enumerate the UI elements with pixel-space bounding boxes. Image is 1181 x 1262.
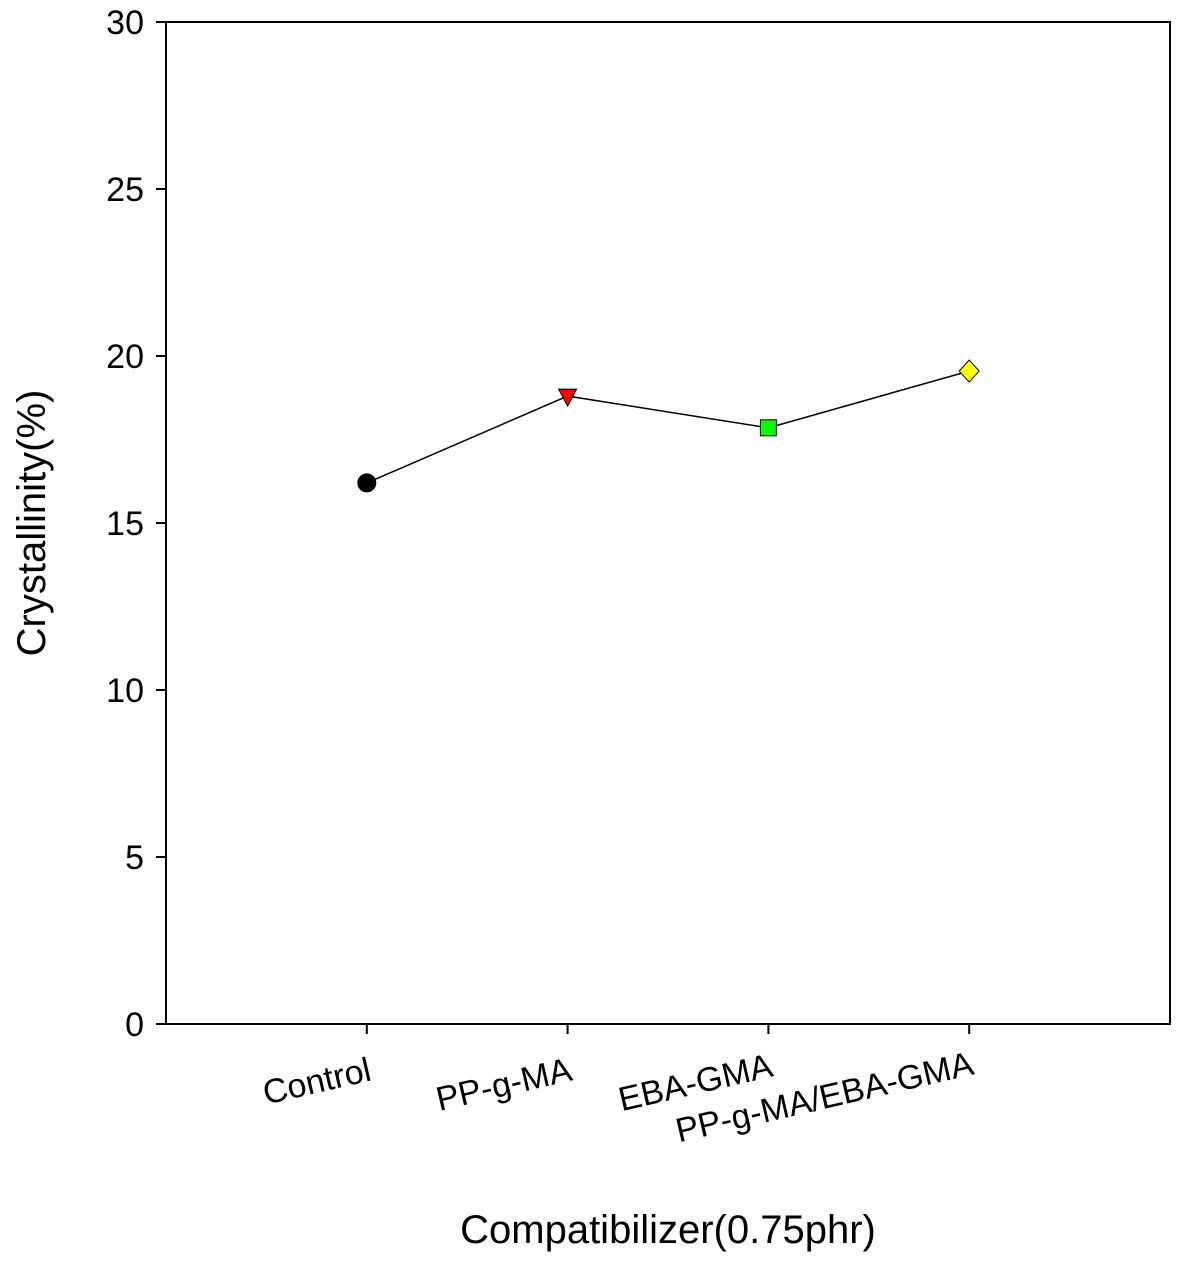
data-point-diamond [958,359,980,383]
series-line [366,370,970,484]
data-point-square [759,419,777,437]
x-tick-label: PP-g-MA [432,1051,575,1119]
plot-frame [165,21,1171,1025]
y-tick-label: 5 [125,839,144,877]
y-tick-label: 10 [106,672,144,710]
data-point-triangle [557,388,578,408]
x-axis-label: Compatibilizer(0.75phr) [460,1208,876,1252]
y-tick-label: 0 [125,1006,144,1044]
y-axis-label: Crystallinity(%) [10,390,54,657]
data-point-circle [357,473,377,493]
y-tick-label: 15 [106,505,144,543]
x-tick-label: Control [259,1051,374,1113]
y-axis: 0 5 10 15 20 25 30 [106,4,166,1044]
y-tick-label: 30 [106,4,144,42]
y-tick-label: 25 [106,171,144,209]
y-tick-label: 20 [106,338,144,376]
series [357,359,980,493]
